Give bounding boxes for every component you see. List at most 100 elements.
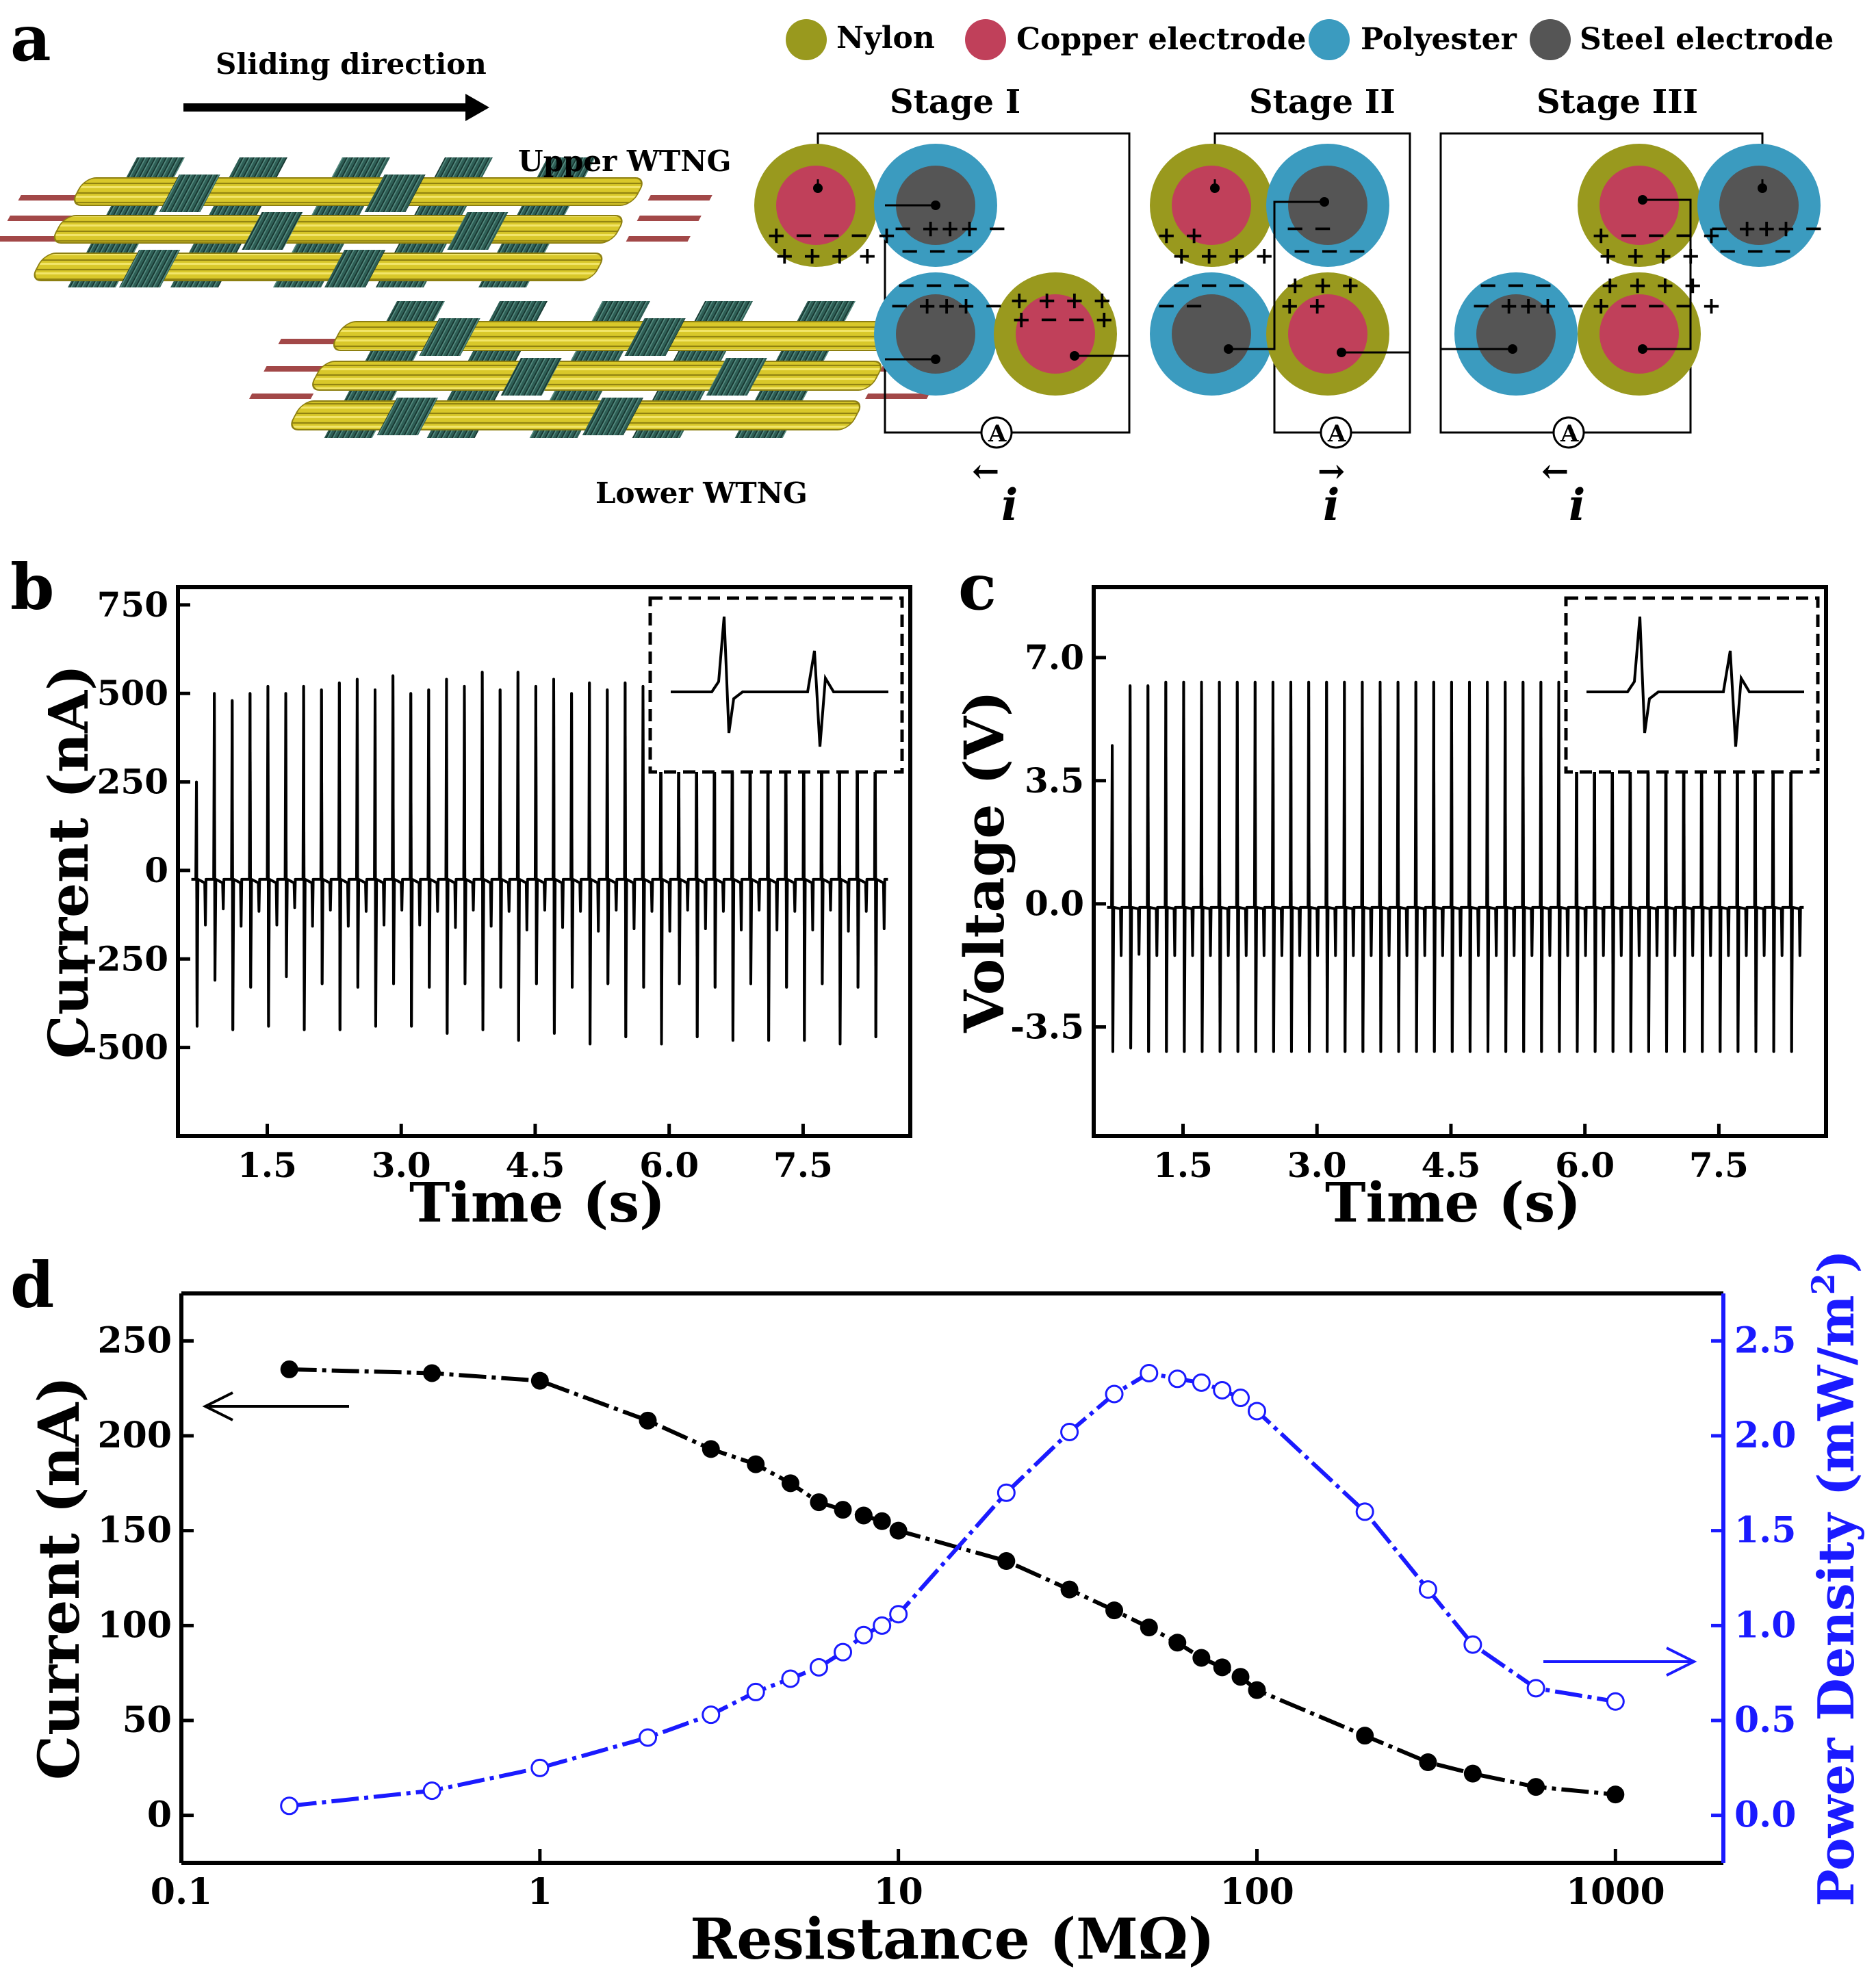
x-tick-label: 1 bbox=[528, 1871, 552, 1913]
x-axis-title: Resistance (MΩ) bbox=[690, 1907, 1214, 1972]
pulse-spike bbox=[302, 686, 306, 1030]
stage-3-charges: + − − − ++ + + + − +++ −− − − + + + ++ −… bbox=[1472, 215, 1823, 320]
pulse-spike bbox=[534, 686, 538, 984]
current-point bbox=[1105, 1601, 1124, 1620]
stage-1-title: Stage I bbox=[890, 83, 1020, 121]
svg-text:− +++ −: − +++ − bbox=[893, 215, 1007, 242]
stage-3-upper-right-steel bbox=[1719, 166, 1799, 245]
pulse-spike bbox=[606, 690, 610, 984]
current-point bbox=[639, 1411, 657, 1430]
pulse-spike bbox=[195, 782, 198, 1027]
power-density-point bbox=[781, 1669, 800, 1688]
current-point bbox=[1527, 1778, 1545, 1796]
pulse-spike bbox=[1396, 682, 1400, 1052]
power-density-point bbox=[1231, 1389, 1250, 1408]
current-time-chart: 750 500 250 0 -250 -500 1.5 3.0 4.5 6.0 7.5 Time (s… bbox=[36, 584, 912, 1235]
stage-2-title: Stage II bbox=[1249, 83, 1396, 121]
power-density-point bbox=[280, 1796, 299, 1816]
stage-3-diagram: Stage III + − − − ++ + + + − +++ −− − − … bbox=[1439, 83, 1823, 531]
x-tick-label: 3.0 bbox=[372, 1145, 431, 1185]
x-tick-label: 4.5 bbox=[505, 1145, 565, 1185]
svg-text:+ + + +: + + + + bbox=[775, 242, 877, 270]
x-axis-title: Time (s) bbox=[409, 1170, 665, 1235]
power-density-point bbox=[1192, 1373, 1211, 1392]
y2-tick-label: 1.5 bbox=[1734, 1510, 1796, 1551]
x-tick-label: 10 bbox=[873, 1871, 923, 1913]
power-density-point bbox=[834, 1642, 853, 1662]
y2-tick-label: 2.5 bbox=[1734, 1319, 1796, 1361]
power-density-point bbox=[809, 1658, 828, 1677]
y-tick-label: -3.5 bbox=[1010, 1007, 1084, 1047]
y-tick-label: 0 bbox=[144, 850, 168, 890]
stage-3-lower-left-steel bbox=[1476, 294, 1556, 374]
y-tick-label: 500 bbox=[97, 673, 168, 713]
stage-3-current-arrow: ← bbox=[1541, 452, 1569, 491]
stage-2-ammeter bbox=[1320, 416, 1352, 449]
plot-frame bbox=[1092, 585, 1828, 1138]
power-density-point bbox=[997, 1483, 1016, 1502]
panel-b-letter: b bbox=[10, 550, 54, 624]
power-density-point bbox=[1168, 1369, 1187, 1389]
sliding-direction-label: Sliding direction bbox=[216, 47, 487, 81]
svg-text:− − −: − − − bbox=[1478, 272, 1553, 299]
stage-2-upper-left-copper bbox=[1172, 166, 1251, 245]
pulse-spike bbox=[337, 682, 342, 1030]
pulse-spike bbox=[498, 690, 502, 988]
svg-text:+ + + +: + + + + bbox=[1172, 242, 1274, 270]
svg-text:− − −: − − − bbox=[1292, 237, 1367, 265]
x-tick-label: 1.5 bbox=[237, 1145, 297, 1185]
svg-text:− −: − − bbox=[1285, 215, 1333, 242]
current-point bbox=[834, 1501, 852, 1519]
svg-text:− +++ −: − +++ − bbox=[1710, 215, 1823, 242]
pulse-spike bbox=[1343, 682, 1347, 1052]
current-point bbox=[997, 1552, 1016, 1571]
legend-polyester-label: Polyester bbox=[1361, 22, 1517, 57]
pulse-spike bbox=[570, 693, 574, 988]
pulse-spike bbox=[1504, 682, 1508, 1052]
panel-c-letter: c bbox=[958, 550, 997, 624]
current-point bbox=[873, 1512, 891, 1530]
upper-wtng-fabric bbox=[0, 157, 712, 287]
current-point bbox=[1060, 1580, 1079, 1599]
pulse-spike bbox=[1467, 682, 1472, 1052]
panel-a: a Sliding direction bbox=[0, 1, 1834, 531]
power-density-point bbox=[1355, 1502, 1374, 1521]
x-tick-label: 7.5 bbox=[1689, 1145, 1749, 1185]
pulse-spike bbox=[284, 693, 288, 977]
current-point bbox=[530, 1371, 549, 1390]
current-point bbox=[1248, 1681, 1266, 1699]
svg-text:+ + + +: + + + + bbox=[1600, 272, 1702, 299]
x-tick-label: 0.1 bbox=[151, 1871, 212, 1913]
current-point bbox=[781, 1474, 799, 1493]
y-tick-label: 50 bbox=[123, 1699, 172, 1741]
power-density-point bbox=[1105, 1384, 1124, 1404]
y-tick-label: 0.0 bbox=[1025, 884, 1084, 924]
inset-box bbox=[648, 596, 904, 774]
stage-2-ammeter-label: A bbox=[1327, 420, 1346, 448]
upper-wtng-label: Upper WTNG bbox=[518, 144, 732, 178]
svg-text:+ + +: + + + bbox=[1285, 272, 1360, 299]
y2-axis-title-sup: 2 bbox=[1805, 1273, 1842, 1295]
legend-copper-label: Copper electrode bbox=[1016, 22, 1307, 57]
svg-text:− +++ −: − +++ − bbox=[1472, 292, 1585, 320]
pulse-spike bbox=[427, 690, 431, 988]
lower-warp-over bbox=[376, 318, 767, 435]
svg-text:− − −: − − − bbox=[897, 272, 971, 299]
svg-text:+ − − − +: + − − − + bbox=[767, 222, 897, 249]
pulse-spike bbox=[374, 690, 377, 1027]
stage-1-ammeter bbox=[980, 416, 1013, 449]
stage-1-diagram: Stage I + − − − ++ + + + − +++ −− − − − … bbox=[754, 83, 1131, 531]
stage-2-current-arrow: → bbox=[1318, 452, 1345, 491]
x-tick-label: 4.5 bbox=[1421, 1145, 1480, 1185]
y-tick-label: 3.5 bbox=[1025, 760, 1084, 801]
pulse-spike bbox=[1253, 682, 1257, 1052]
inset-trace bbox=[671, 616, 888, 747]
power-density-point bbox=[422, 1781, 441, 1801]
svg-text:− −: − − bbox=[1157, 292, 1204, 320]
stage-1-contact-dots bbox=[813, 183, 1079, 364]
resistance-chart: 0.1 1 10 100 1000 250 200 150 100 50 0 2.5 2.0 1.5 1.0… bbox=[27, 1250, 1865, 1972]
power-density-point bbox=[1606, 1692, 1625, 1711]
pulse-spike bbox=[445, 679, 449, 1033]
svg-text:− +++ −: − +++ − bbox=[890, 292, 1003, 320]
material-legend: Nylon Copper electrode Polyester Steel e… bbox=[786, 19, 1834, 60]
